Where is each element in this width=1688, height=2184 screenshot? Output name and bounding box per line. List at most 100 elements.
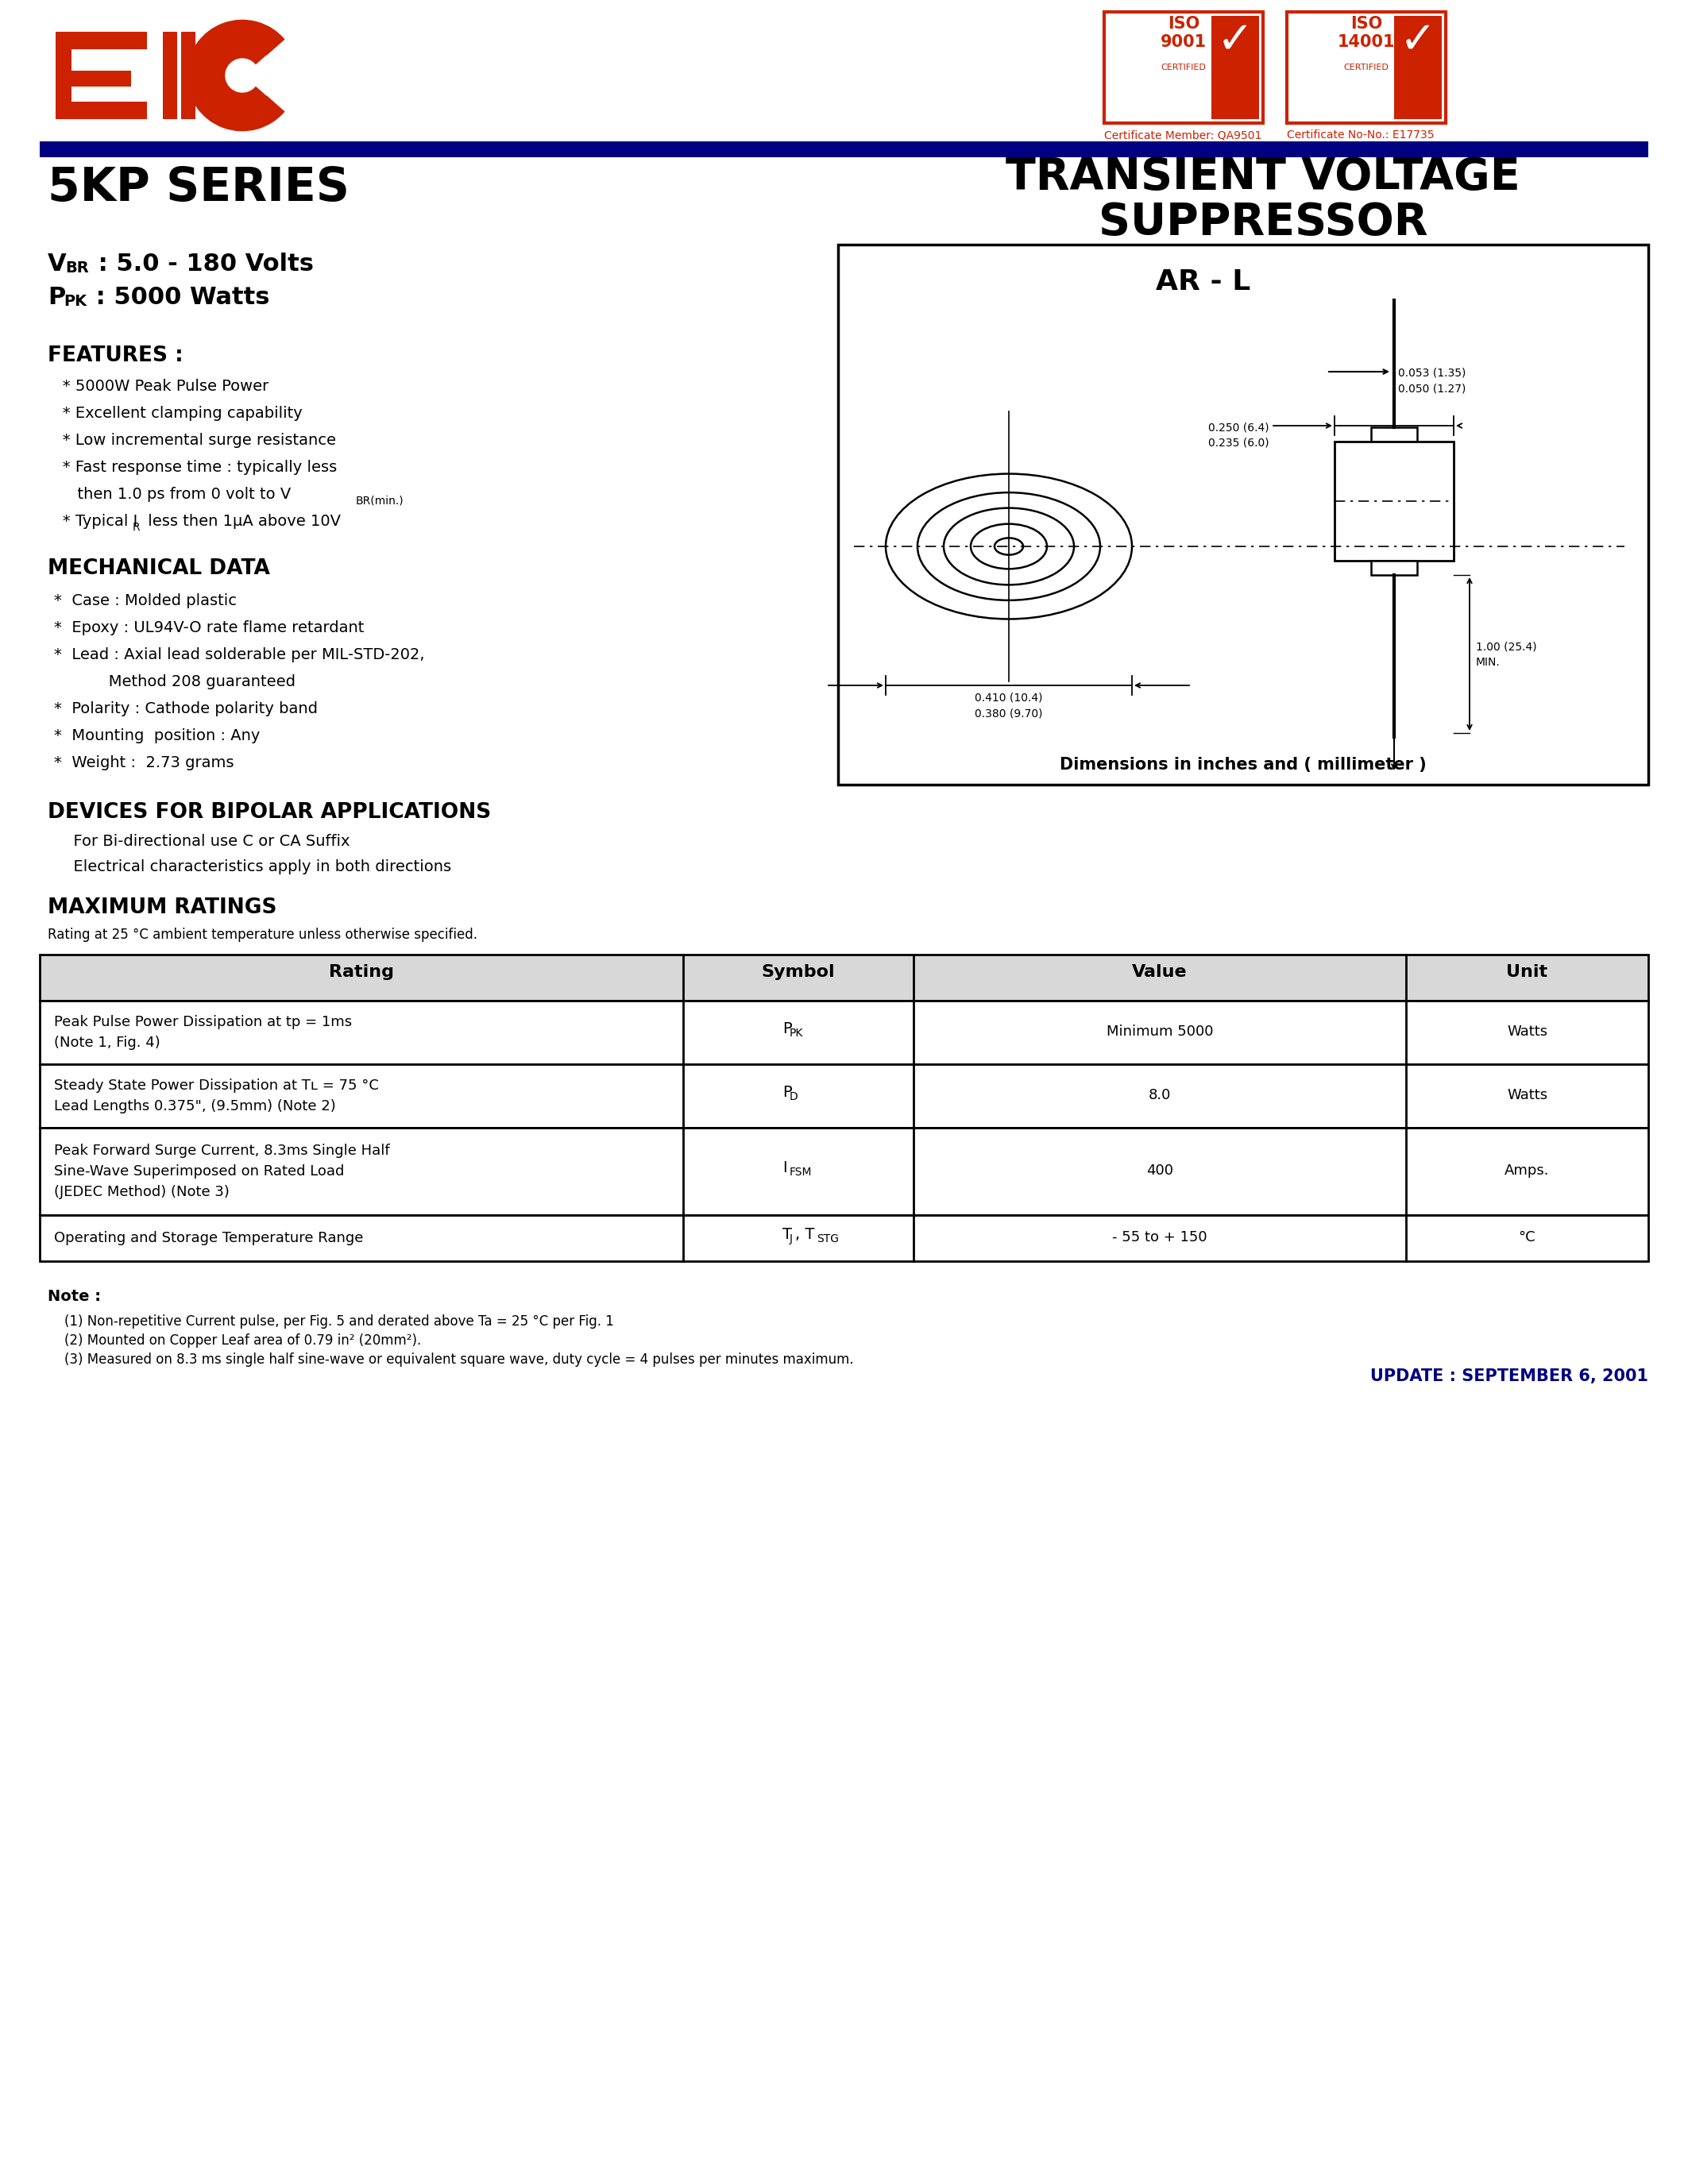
Bar: [1104, 11, 1263, 122]
Text: Unit: Unit: [1506, 963, 1548, 981]
Text: Amps.: Amps.: [1504, 1164, 1550, 1177]
Text: Electrical characteristics apply in both directions: Electrical characteristics apply in both…: [64, 858, 451, 874]
Text: *  Case : Molded plastic: * Case : Molded plastic: [54, 594, 236, 609]
Text: (3) Measured on 8.3 ms single half sine-wave or equivalent square wave, duty cyc: (3) Measured on 8.3 ms single half sine-…: [47, 1352, 854, 1367]
Text: Operating and Storage Temperature Range: Operating and Storage Temperature Range: [54, 1232, 363, 1245]
Text: (Note 1, Fig. 4): (Note 1, Fig. 4): [54, 1035, 160, 1051]
Text: * 5000W Peak Pulse Power: * 5000W Peak Pulse Power: [47, 378, 268, 393]
Text: SUPPRESSOR: SUPPRESSOR: [1099, 201, 1428, 245]
Text: Dimensions in inches and ( millimeter ): Dimensions in inches and ( millimeter ): [1060, 758, 1426, 773]
Text: 0.235 (6.0): 0.235 (6.0): [1209, 437, 1269, 448]
Bar: [41, 954, 1647, 1000]
Bar: [837, 245, 1647, 784]
Text: Peak Forward Surge Current, 8.3ms Single Half: Peak Forward Surge Current, 8.3ms Single…: [54, 1144, 390, 1158]
Text: MIN.: MIN.: [1475, 657, 1501, 668]
Text: 5KP SERIES: 5KP SERIES: [47, 166, 349, 210]
Text: P: P: [783, 1085, 792, 1101]
Text: J: J: [790, 1234, 793, 1245]
Bar: [1371, 428, 1418, 441]
Bar: [1394, 15, 1442, 120]
Text: 0.250 (6.4): 0.250 (6.4): [1209, 422, 1269, 432]
Text: Method 208 guaranteed: Method 208 guaranteed: [54, 675, 295, 690]
Text: Lead Lengths 0.375", (9.5mm) (Note 2): Lead Lengths 0.375", (9.5mm) (Note 2): [54, 1099, 336, 1114]
Text: P: P: [783, 1022, 792, 1037]
Text: Minimum 5000: Minimum 5000: [1106, 1024, 1214, 1040]
Text: *  Mounting  position : Any: * Mounting position : Any: [54, 727, 260, 743]
Text: Rating at 25 °C ambient temperature unless otherwise specified.: Rating at 25 °C ambient temperature unle…: [47, 928, 478, 941]
Text: 1.00 (25.4): 1.00 (25.4): [1475, 640, 1536, 653]
Bar: [1335, 441, 1453, 561]
Text: FEATURES :: FEATURES :: [47, 345, 184, 367]
Text: Peak Pulse Power Dissipation at tp = 1ms: Peak Pulse Power Dissipation at tp = 1ms: [54, 1016, 353, 1029]
Text: Note :: Note :: [47, 1289, 101, 1304]
Text: Certificate No-No.: E17735: Certificate No-No.: E17735: [1286, 129, 1435, 140]
Text: MECHANICAL DATA: MECHANICAL DATA: [47, 559, 270, 579]
Text: ✓: ✓: [1217, 20, 1254, 63]
Text: * Excellent clamping capability: * Excellent clamping capability: [47, 406, 302, 422]
Bar: [41, 142, 1647, 157]
Text: 0.410 (10.4): 0.410 (10.4): [976, 692, 1043, 703]
Text: 8.0: 8.0: [1148, 1088, 1171, 1103]
Text: P: P: [47, 286, 66, 308]
Bar: [1212, 15, 1259, 120]
Text: Sine-Wave Superimposed on Rated Load: Sine-Wave Superimposed on Rated Load: [54, 1164, 344, 1179]
Text: (2) Mounted on Copper Leaf area of 0.79 in² (20mm²).: (2) Mounted on Copper Leaf area of 0.79 …: [47, 1334, 422, 1348]
Text: AR - L: AR - L: [1156, 269, 1251, 295]
Text: T: T: [783, 1227, 792, 1243]
Text: : 5.0 - 180 Volts: : 5.0 - 180 Volts: [89, 253, 314, 275]
Bar: [56, 33, 71, 120]
Text: * Low incremental surge resistance: * Low incremental surge resistance: [47, 432, 336, 448]
Bar: [181, 33, 196, 120]
Text: *  Lead : Axial lead solderable per MIL-STD-202,: * Lead : Axial lead solderable per MIL-S…: [54, 646, 425, 662]
Text: Steady State Power Dissipation at Tʟ = 75 °C: Steady State Power Dissipation at Tʟ = 7…: [54, 1079, 378, 1092]
Text: - 55 to + 150: - 55 to + 150: [1112, 1230, 1207, 1245]
Text: Watts: Watts: [1507, 1024, 1548, 1040]
Text: DEVICES FOR BIPOLAR APPLICATIONS: DEVICES FOR BIPOLAR APPLICATIONS: [47, 802, 491, 823]
Text: TRANSIENT VOLTAGE: TRANSIENT VOLTAGE: [1006, 155, 1521, 199]
Text: *  Weight :  2.73 grams: * Weight : 2.73 grams: [54, 756, 235, 771]
Bar: [71, 33, 147, 50]
Text: I: I: [783, 1160, 787, 1175]
Text: 400: 400: [1146, 1164, 1173, 1177]
Text: Certificate Member: QA9501: Certificate Member: QA9501: [1104, 129, 1261, 140]
Text: 0.380 (9.70): 0.380 (9.70): [976, 708, 1043, 719]
Text: CERTIFIED: CERTIFIED: [1161, 63, 1207, 72]
Text: °C: °C: [1519, 1230, 1536, 1245]
Text: (1) Non-repetitive Current pulse, per Fig. 5 and derated above Ta = 25 °C per Fi: (1) Non-repetitive Current pulse, per Fi…: [47, 1315, 614, 1328]
Text: ✓: ✓: [1399, 20, 1436, 63]
Text: Rating: Rating: [329, 963, 393, 981]
Text: Value: Value: [1133, 963, 1187, 981]
Text: , T: , T: [795, 1227, 815, 1243]
Bar: [1286, 11, 1445, 122]
Bar: [41, 1000, 1647, 1064]
Text: less then 1μA above 10V: less then 1μA above 10V: [143, 513, 341, 529]
Text: BR(min.): BR(min.): [356, 496, 403, 507]
Bar: [41, 1214, 1647, 1260]
Text: ISO
14001: ISO 14001: [1337, 15, 1394, 50]
Text: CERTIFIED: CERTIFIED: [1344, 63, 1389, 72]
Bar: [71, 70, 132, 87]
Text: * Typical I: * Typical I: [47, 513, 138, 529]
Bar: [41, 1064, 1647, 1127]
Text: Symbol: Symbol: [761, 963, 836, 981]
Text: *  Polarity : Cathode polarity band: * Polarity : Cathode polarity band: [54, 701, 317, 716]
Text: PK: PK: [790, 1029, 803, 1040]
Text: MAXIMUM RATINGS: MAXIMUM RATINGS: [47, 898, 277, 917]
Text: V: V: [47, 253, 66, 275]
Text: FSM: FSM: [790, 1166, 812, 1177]
Text: *  Epoxy : UL94V-O rate flame retardant: * Epoxy : UL94V-O rate flame retardant: [54, 620, 365, 636]
Text: ISO
9001: ISO 9001: [1161, 15, 1207, 50]
Text: * Fast response time : typically less: * Fast response time : typically less: [47, 461, 338, 474]
Bar: [162, 33, 177, 120]
Text: PK: PK: [64, 295, 86, 308]
Text: R: R: [133, 522, 140, 533]
Text: ®: ®: [267, 33, 282, 48]
Text: For Bi-directional use C or CA Suffix: For Bi-directional use C or CA Suffix: [64, 834, 349, 850]
Text: STG: STG: [817, 1234, 839, 1245]
Text: (JEDEC Method) (Note 3): (JEDEC Method) (Note 3): [54, 1186, 230, 1199]
Bar: [1371, 561, 1418, 574]
Text: D: D: [790, 1092, 798, 1103]
Text: 0.050 (1.27): 0.050 (1.27): [1398, 382, 1465, 393]
Bar: [41, 1127, 1647, 1214]
Text: 0.053 (1.35): 0.053 (1.35): [1398, 367, 1465, 378]
